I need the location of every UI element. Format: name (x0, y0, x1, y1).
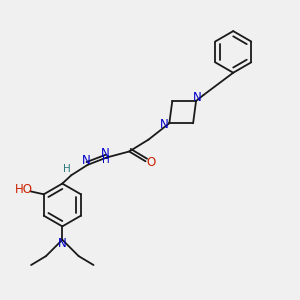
Text: HO: HO (15, 183, 33, 196)
Text: H: H (63, 164, 71, 174)
Text: N: N (160, 118, 168, 131)
Text: N: N (193, 91, 202, 104)
Text: H: H (101, 155, 109, 165)
Text: N: N (58, 237, 67, 250)
Text: N: N (101, 147, 110, 161)
Text: O: O (146, 156, 155, 169)
Text: N: N (82, 154, 91, 167)
